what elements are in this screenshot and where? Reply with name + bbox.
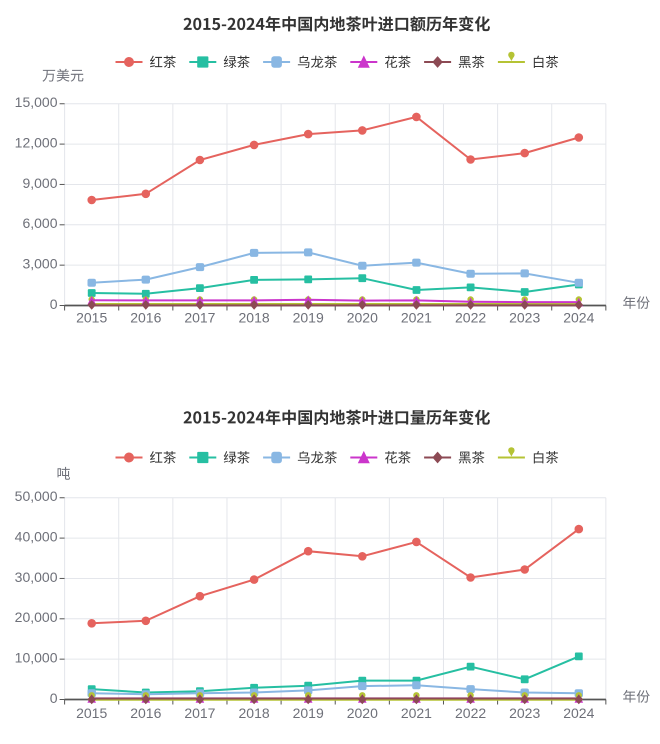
svg-text:2024: 2024 (563, 705, 594, 721)
svg-text:10,000: 10,000 (15, 649, 58, 665)
svg-text:15,000: 15,000 (15, 94, 58, 110)
svg-text:2020: 2020 (347, 705, 378, 721)
svg-text:2017: 2017 (184, 705, 215, 721)
svg-text:2022: 2022 (455, 705, 486, 721)
svg-text:2016: 2016 (130, 310, 161, 326)
svg-text:2019: 2019 (293, 705, 324, 721)
svg-text:2015: 2015 (76, 310, 107, 326)
svg-text:2021: 2021 (401, 310, 432, 326)
svg-text:6,000: 6,000 (22, 215, 57, 231)
svg-text:40,000: 40,000 (15, 528, 58, 544)
svg-text:50,000: 50,000 (15, 488, 58, 504)
svg-text:30,000: 30,000 (15, 569, 58, 585)
svg-text:2016: 2016 (130, 705, 161, 721)
svg-text:2018: 2018 (239, 310, 270, 326)
svg-text:2018: 2018 (239, 705, 270, 721)
svg-text:2023: 2023 (509, 310, 540, 326)
svg-text:2024: 2024 (563, 310, 594, 326)
svg-text:12,000: 12,000 (15, 134, 58, 150)
svg-text:0: 0 (50, 690, 58, 706)
svg-text:2019: 2019 (293, 310, 324, 326)
svg-text:2022: 2022 (455, 310, 486, 326)
svg-text:2023: 2023 (509, 705, 540, 721)
svg-text:2017: 2017 (184, 310, 215, 326)
svg-text:2015: 2015 (76, 705, 107, 721)
svg-text:20,000: 20,000 (15, 609, 58, 625)
svg-text:0: 0 (50, 296, 58, 312)
svg-text:9,000: 9,000 (22, 175, 57, 191)
svg-text:3,000: 3,000 (22, 255, 57, 271)
svg-text:2021: 2021 (401, 705, 432, 721)
svg-text:2020: 2020 (347, 310, 378, 326)
